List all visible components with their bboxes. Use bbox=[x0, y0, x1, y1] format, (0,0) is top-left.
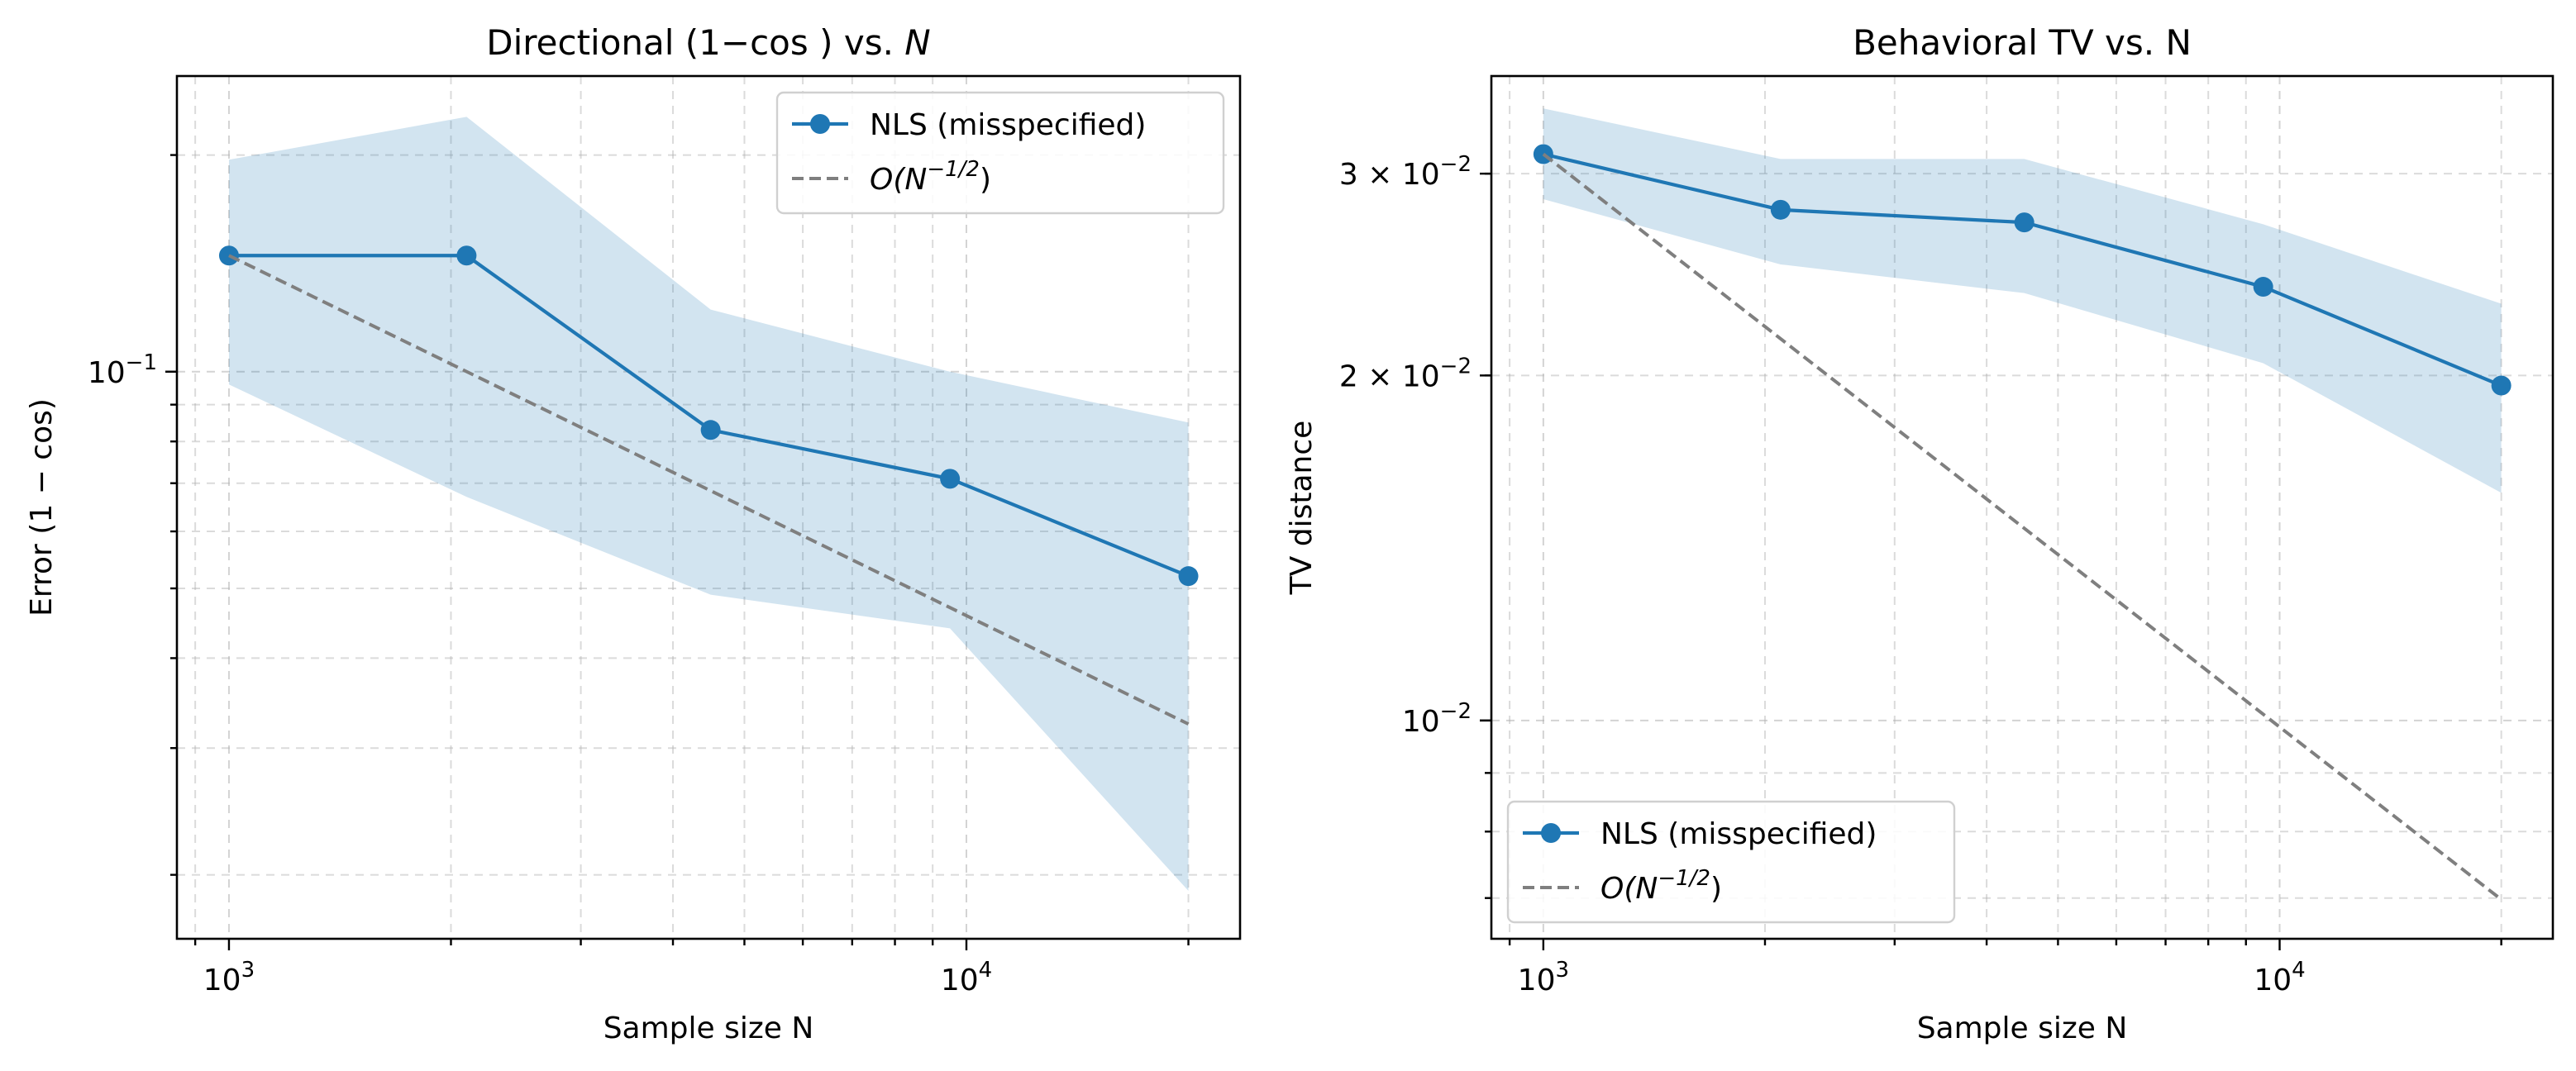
legend-label-tail: ) bbox=[1710, 872, 1722, 906]
y-tick-exponent: −2 bbox=[1440, 152, 1472, 177]
data-point bbox=[700, 420, 721, 440]
x-tick-exponent: 4 bbox=[2292, 958, 2306, 983]
x-tick-label: 104 bbox=[2254, 958, 2305, 997]
x-tick-exponent: 4 bbox=[979, 958, 993, 983]
title-italic: N bbox=[904, 22, 930, 63]
legend-frame bbox=[775, 91, 1225, 215]
y-tick-base: 3 × 10 bbox=[1339, 158, 1440, 192]
y-tick-exponent: −1 bbox=[126, 350, 157, 375]
data-point bbox=[940, 469, 961, 489]
x-tick-base: 10 bbox=[941, 964, 979, 997]
plot-area bbox=[218, 117, 1199, 892]
x-tick-exponent: 3 bbox=[1555, 958, 1569, 983]
legend-label: NLS (misspecified) bbox=[870, 108, 1146, 142]
y-tick-base: 10 bbox=[1402, 705, 1440, 739]
x-axis-label: Sample size N bbox=[603, 1011, 814, 1045]
legend-label: O(N−1/2) bbox=[1600, 866, 1722, 906]
data-point bbox=[2014, 212, 2035, 233]
legend-swatch-marker bbox=[810, 114, 830, 134]
x-tick-label: 104 bbox=[941, 958, 992, 997]
axes-frame bbox=[175, 74, 1242, 940]
axes-frame bbox=[1490, 74, 2555, 940]
y-tick-label: 2 × 10−2 bbox=[1339, 354, 1472, 393]
legend-label-exponent: −1/2 bbox=[1658, 866, 1710, 891]
data-point bbox=[2253, 277, 2273, 298]
x-tick-base: 10 bbox=[1518, 964, 1556, 997]
chart-title: Directional (1−cos ) vs. N bbox=[486, 22, 930, 63]
confidence-band bbox=[1543, 108, 2502, 493]
x-tick-exponent: 3 bbox=[241, 958, 255, 983]
y-tick-label: 10−1 bbox=[88, 350, 157, 390]
y-tick-base: 10 bbox=[88, 356, 126, 390]
data-point bbox=[1770, 199, 1791, 220]
data-point bbox=[1178, 566, 1199, 587]
y-tick-label: 10−2 bbox=[1402, 699, 1472, 739]
legend-label-exponent: −1/2 bbox=[927, 157, 980, 182]
y-tick-base: 2 × 10 bbox=[1339, 359, 1440, 393]
y-tick-label: 3 × 10−2 bbox=[1339, 152, 1472, 192]
title-text: Directional (1−cos ) vs. bbox=[486, 22, 904, 63]
reference-line bbox=[1542, 152, 2502, 902]
x-axis-label: Sample size N bbox=[1917, 1011, 2128, 1045]
legend-label-tail: ) bbox=[980, 163, 991, 197]
data-point bbox=[2491, 375, 2512, 396]
legend-label: O(N−1/2) bbox=[870, 157, 991, 197]
y-axis-label: TV distance bbox=[1285, 421, 1319, 596]
legend-label: NLS (misspecified) bbox=[1600, 817, 1877, 851]
legend-frame bbox=[1506, 800, 1956, 924]
x-tick-base: 10 bbox=[2254, 964, 2292, 997]
gridlines bbox=[1491, 76, 2553, 939]
y-tick-exponent: −2 bbox=[1440, 699, 1472, 724]
x-tick-label: 103 bbox=[203, 958, 255, 997]
confidence-band bbox=[228, 117, 1189, 892]
plot-area bbox=[1533, 108, 2512, 902]
y-tick-exponent: −2 bbox=[1440, 354, 1472, 378]
legend-label-base: O(N bbox=[870, 163, 927, 197]
data-point bbox=[456, 245, 477, 266]
x-tick-label: 103 bbox=[1518, 958, 1569, 997]
chart-title: Behavioral TV vs. N bbox=[1853, 22, 2192, 63]
legend: NLS (misspecified) O(N−1/2) bbox=[1506, 800, 1956, 924]
legend-label-base: O(N bbox=[1600, 872, 1658, 906]
y-axis-label: Error (1 − cos) bbox=[25, 398, 59, 616]
legend: NLS (misspecified) O(N−1/2) bbox=[775, 91, 1225, 215]
reference-line bbox=[228, 254, 1190, 726]
legend-swatch-marker bbox=[1541, 823, 1561, 843]
x-tick-base: 10 bbox=[203, 964, 241, 997]
